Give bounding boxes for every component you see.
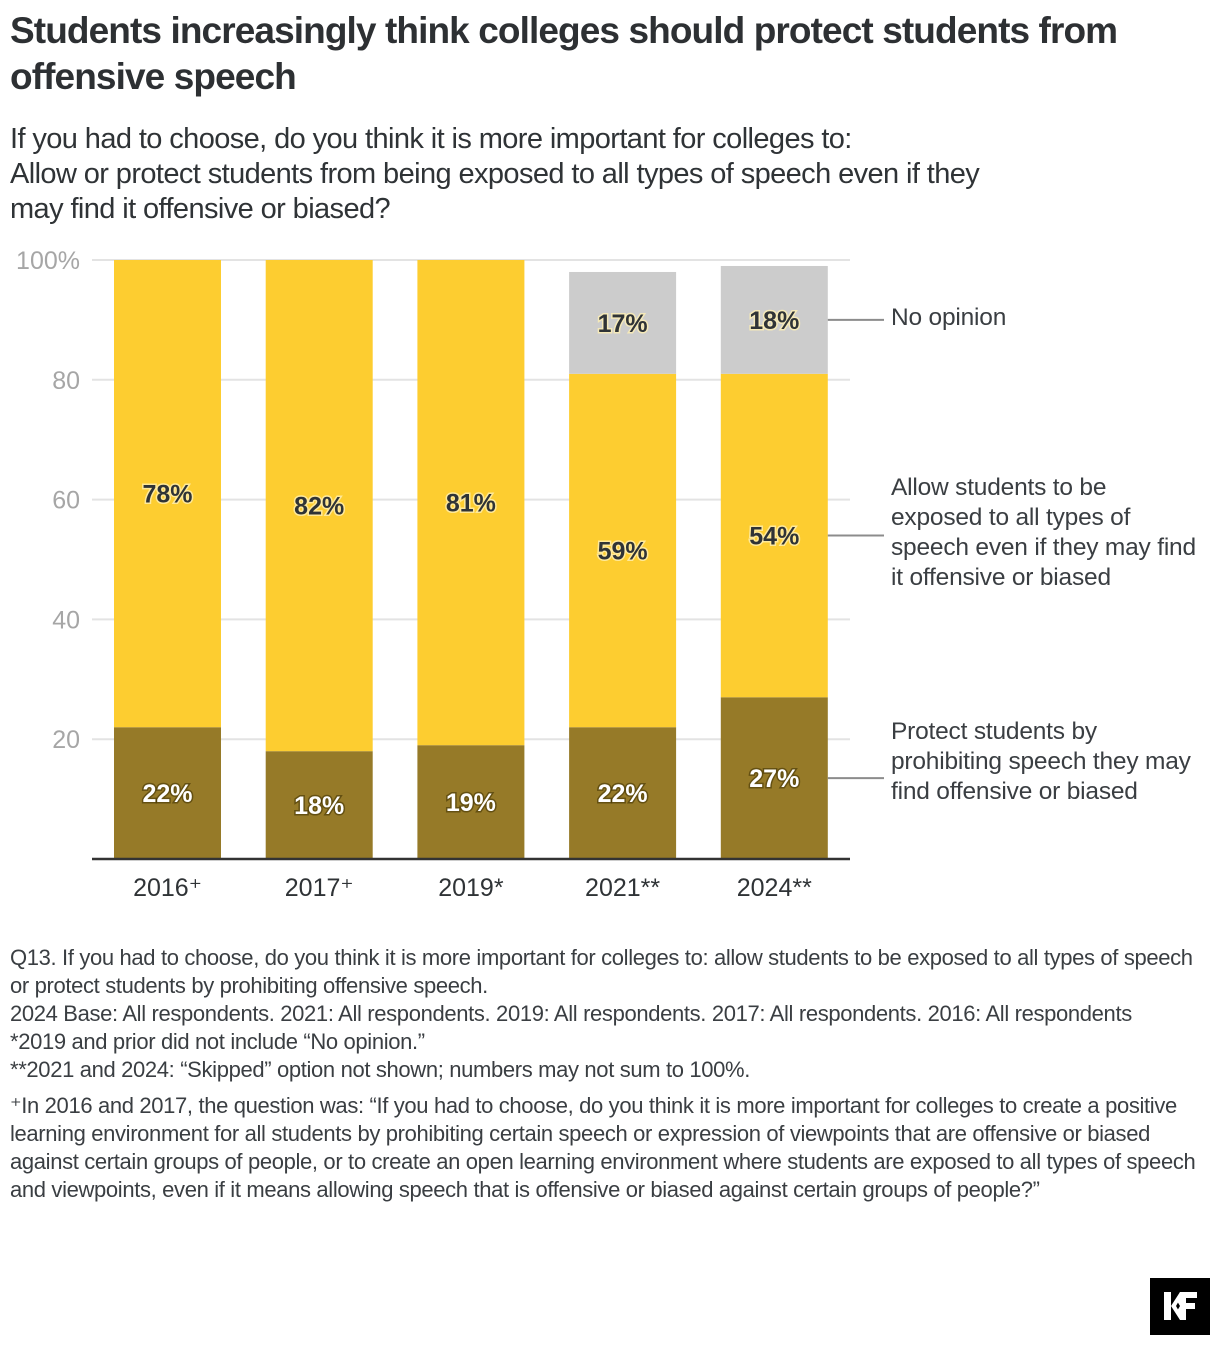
x-tick-label: 2021** (585, 874, 660, 902)
bar-segment-protect (720, 697, 828, 859)
data-label-protect: 27% (749, 765, 799, 793)
x-axis-ticks: 2016⁺ 2017⁺ 2019* 2021** 2024** (133, 874, 812, 902)
note-star: *2019 and prior did not include “No opin… (10, 1029, 425, 1054)
data-label-allow: 59% (598, 538, 648, 566)
data-label-protect: 22% (598, 780, 648, 808)
subtitle-line: Allow or protect students from being exp… (10, 158, 980, 190)
subtitle-line: If you had to choose, do you think it is… (10, 123, 852, 155)
data-label-no-opinion: 17% (598, 310, 648, 338)
x-tick-label: 2016⁺ (133, 874, 202, 902)
bar-segment-protect (417, 745, 525, 859)
chart-title: Students increasingly think colleges sho… (10, 10, 1118, 97)
kff-logo (1150, 1278, 1210, 1335)
chart-subtitle: If you had to choose, do you think it is… (10, 122, 1210, 227)
y-axis-ticks: 20 40 60 80 100% (16, 247, 80, 754)
note-plus: ⁺In 2016 and 2017, the question was: “If… (10, 1093, 1196, 1202)
bar-segment-protect (569, 727, 677, 859)
note-question: Q13. If you had to choose, do you think … (10, 945, 1193, 998)
bar-segment-no-opinion (569, 271, 677, 374)
bar-segment-no-opinion (720, 265, 828, 374)
x-tick-label: 2017⁺ (285, 874, 354, 902)
legend-leader-lines (827, 318, 884, 780)
bar-segment-protect (114, 727, 221, 859)
data-label-allow: 54% (749, 523, 799, 551)
stacked-bar-chart: 20 40 60 80 100% 22% 78% 18% 82% 19% 81% 22% 59% 17%… (16, 247, 884, 902)
data-label-protect: 18% (294, 792, 344, 820)
data-labels: 22% 78% 18% 82% 19% 81% 22% 59% 17% 27% 54% 18% (141, 305, 801, 821)
bar-segment-allow (720, 373, 828, 698)
data-label-no-opinion: 18% (749, 307, 799, 335)
data-label-allow: 82% (294, 493, 344, 521)
y-tick-label: 60 (52, 487, 80, 515)
bar-segment-protect (265, 751, 373, 859)
subtitle-line: may find it offensive or biased? (10, 193, 391, 225)
data-label-protect: 19% (446, 789, 496, 817)
data-label-allow: 81% (446, 490, 496, 518)
y-tick-label: 80 (52, 367, 80, 395)
kff-logo-icon (1164, 1292, 1197, 1320)
bar-segment-allow (265, 260, 373, 752)
x-tick-label: 2019* (438, 874, 504, 902)
data-label-protect: 22% (142, 780, 192, 808)
note-double-star: **2021 and 2024: “Skipped” option not sh… (10, 1057, 751, 1082)
legend-label-protect: Protect students by prohibiting speech t… (891, 718, 1191, 805)
y-tick-label: 100% (16, 247, 80, 275)
bar-segment-allow (114, 260, 221, 728)
bar-segment-allow (569, 373, 677, 728)
note-base: 2024 Base: All respondents. 2021: All re… (10, 1001, 1132, 1026)
x-tick-label: 2024** (737, 874, 812, 902)
legend-label-allow: Allow students to be exposed to all type… (891, 474, 1196, 591)
data-label-allow: 78% (142, 481, 192, 509)
footnotes: Q13. If you had to choose, do you think … (10, 944, 1210, 1204)
bars (114, 260, 828, 859)
y-tick-label: 40 (52, 606, 80, 634)
legend-label-no-opinion: No opinion (891, 304, 1007, 331)
y-tick-label: 20 (52, 726, 80, 754)
bar-segment-allow (417, 260, 525, 746)
